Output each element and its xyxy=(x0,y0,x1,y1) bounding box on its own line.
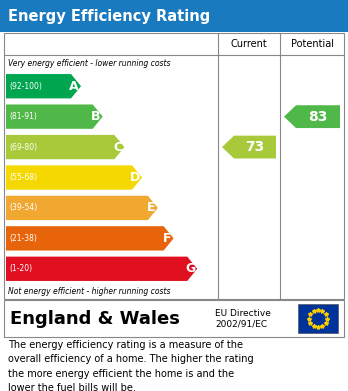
Polygon shape xyxy=(222,136,276,158)
Text: EU Directive
2002/91/EC: EU Directive 2002/91/EC xyxy=(215,309,271,328)
Text: G: G xyxy=(185,262,195,275)
Text: Not energy efficient - higher running costs: Not energy efficient - higher running co… xyxy=(8,287,171,296)
Text: E: E xyxy=(147,201,156,214)
Bar xyxy=(4,33,344,299)
Text: The energy efficiency rating is a measure of the
overall efficiency of a home. T: The energy efficiency rating is a measur… xyxy=(8,340,254,391)
Text: 83: 83 xyxy=(308,109,328,124)
Polygon shape xyxy=(6,196,158,220)
Text: (92-100): (92-100) xyxy=(9,82,42,91)
Text: A: A xyxy=(69,80,79,93)
Polygon shape xyxy=(6,74,81,99)
Text: B: B xyxy=(91,110,101,123)
Text: C: C xyxy=(113,141,122,154)
Text: Current: Current xyxy=(231,39,267,49)
Polygon shape xyxy=(6,256,197,281)
Polygon shape xyxy=(6,104,103,129)
Bar xyxy=(298,304,338,333)
Text: Potential: Potential xyxy=(291,39,333,49)
Text: (1-20): (1-20) xyxy=(9,264,32,273)
Text: (81-91): (81-91) xyxy=(9,112,37,121)
Polygon shape xyxy=(6,165,142,190)
Text: (69-80): (69-80) xyxy=(9,143,37,152)
Text: Energy Efficiency Rating: Energy Efficiency Rating xyxy=(8,9,210,23)
Bar xyxy=(0,0,348,32)
Text: D: D xyxy=(130,171,140,184)
Text: (39-54): (39-54) xyxy=(9,203,37,212)
Polygon shape xyxy=(6,135,124,159)
Text: (21-38): (21-38) xyxy=(9,234,37,243)
Bar xyxy=(4,300,344,337)
Text: F: F xyxy=(163,232,172,245)
Text: Very energy efficient - lower running costs: Very energy efficient - lower running co… xyxy=(8,59,171,68)
Polygon shape xyxy=(284,105,340,128)
Polygon shape xyxy=(6,226,174,251)
Text: 73: 73 xyxy=(245,140,264,154)
Text: (55-68): (55-68) xyxy=(9,173,37,182)
Text: England & Wales: England & Wales xyxy=(10,310,180,328)
